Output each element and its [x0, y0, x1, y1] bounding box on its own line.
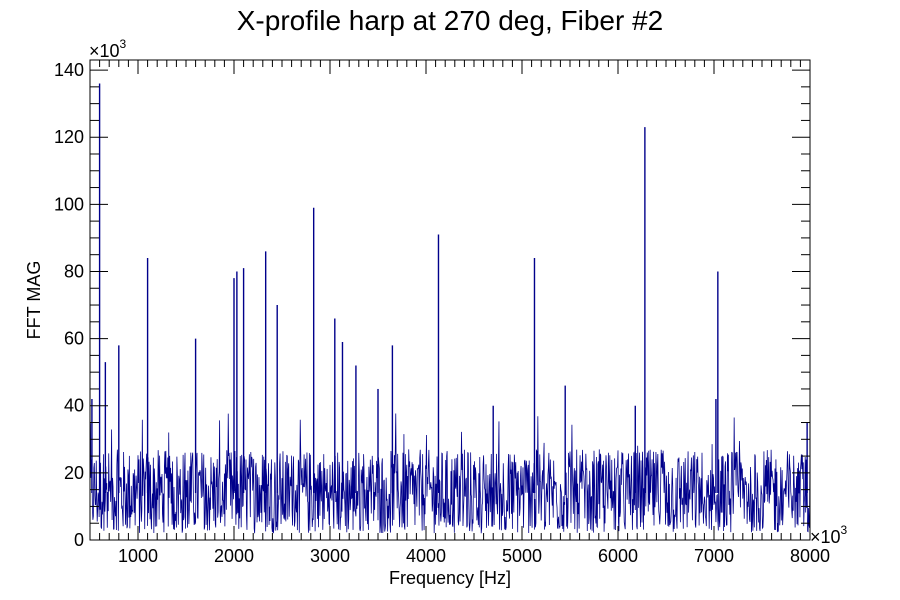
x-tick-label: 6000 — [598, 546, 638, 566]
y-multiplier-base: ×10 — [89, 41, 120, 61]
y-tick-label: 40 — [64, 396, 84, 416]
plot-area — [89, 83, 811, 534]
x-tick-label: 3000 — [310, 546, 350, 566]
y-tick-label: 60 — [64, 329, 84, 349]
y-multiplier: ×103 — [89, 37, 127, 61]
x-tick-label: 7000 — [694, 546, 734, 566]
x-tick-label: 8000 — [790, 546, 830, 566]
chart-title: X-profile harp at 270 deg, Fiber #2 — [237, 5, 663, 36]
x-tick-label: 2000 — [214, 546, 254, 566]
y-tick-label: 140 — [54, 60, 84, 80]
y-axis-title: FFT MAG — [24, 261, 44, 340]
y-tick-label: 120 — [54, 127, 84, 147]
x-tick-label: 5000 — [502, 546, 542, 566]
y-multiplier-exp: 3 — [120, 37, 127, 51]
x-tick-label: 4000 — [406, 546, 446, 566]
x-tick-label: 1000 — [118, 546, 158, 566]
x-multiplier-base: ×10 — [810, 527, 841, 547]
axes: 1000 2000 3000 4000 5000 6000 7000 8000 0 20 40 60 8… — [54, 59, 830, 566]
y-tick-label: 80 — [64, 261, 84, 281]
x-multiplier: ×103 — [810, 523, 848, 547]
spectrum-line — [89, 413, 811, 534]
x-axis-title: Frequency [Hz] — [389, 568, 511, 588]
y-tick-label: 0 — [74, 530, 84, 550]
x-multiplier-exp: 3 — [841, 523, 848, 537]
plot-frame — [89, 59, 811, 541]
y-tick-label: 100 — [54, 194, 84, 214]
y-tick-label: 20 — [64, 463, 84, 483]
